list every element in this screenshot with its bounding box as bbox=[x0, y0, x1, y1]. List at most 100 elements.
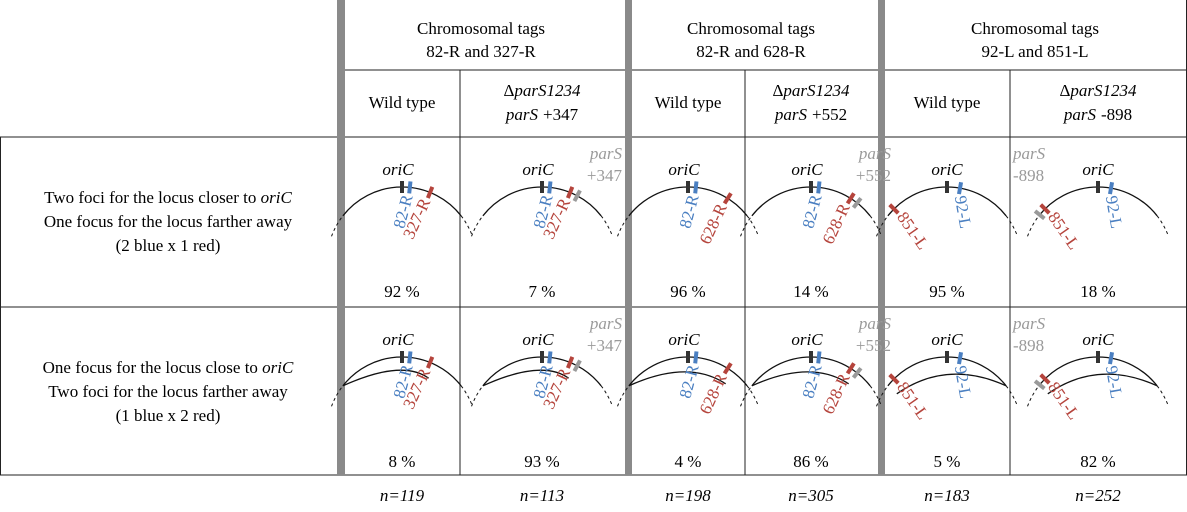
text-run: 628-R bbox=[695, 200, 730, 247]
red-locus-mark bbox=[425, 356, 435, 369]
chromosome-diagram bbox=[1027, 181, 1169, 237]
condition-label: ΔparS1234 bbox=[503, 81, 581, 100]
pars-position-label: +552 bbox=[856, 166, 891, 185]
origin-label: oriC bbox=[522, 330, 554, 349]
pars-mark bbox=[851, 366, 863, 379]
pars-label: parS bbox=[589, 144, 623, 163]
pars-label: parS bbox=[858, 144, 892, 163]
percentage: 8 % bbox=[389, 452, 416, 471]
percentage: 92 % bbox=[384, 282, 419, 301]
blue-locus-label: 82-R bbox=[675, 192, 702, 230]
text-run: n=252 bbox=[1075, 486, 1121, 505]
origin-label: oriC bbox=[382, 330, 414, 349]
text-run: +347 bbox=[587, 166, 623, 185]
origin-label: oriC bbox=[1082, 160, 1114, 179]
red-locus-mark bbox=[888, 203, 900, 215]
red-locus-mark bbox=[565, 186, 575, 199]
pars-position-label: +552 bbox=[856, 336, 891, 355]
chromosome-diagram bbox=[617, 181, 759, 237]
blue-locus-mark bbox=[1108, 351, 1115, 365]
text-run: 92 % bbox=[384, 282, 419, 301]
chromosome-diagram bbox=[617, 351, 759, 407]
sample-size: n=198 bbox=[665, 486, 711, 505]
text-run: oriC bbox=[382, 160, 414, 179]
sample-size: n=252 bbox=[1075, 486, 1121, 505]
blue-locus-label: 92-L bbox=[1102, 364, 1126, 400]
text-run: Chromosomal tags bbox=[971, 19, 1099, 38]
text-run: 95 % bbox=[929, 282, 964, 301]
percentage: 95 % bbox=[929, 282, 964, 301]
text-run: 5 % bbox=[934, 452, 961, 471]
text-run: parS bbox=[1063, 105, 1097, 124]
origin-label: oriC bbox=[931, 160, 963, 179]
red-locus-mark bbox=[425, 186, 435, 199]
blue-locus-mark bbox=[407, 351, 413, 364]
text-run: oriC bbox=[668, 330, 700, 349]
blue-locus-mark bbox=[816, 351, 822, 364]
red-locus-mark bbox=[722, 192, 733, 205]
chromosome-arc-dashed bbox=[740, 385, 882, 407]
origin-label: oriC bbox=[668, 330, 700, 349]
text-run: Wild type bbox=[369, 93, 436, 112]
red-locus-label: 851-L bbox=[893, 378, 932, 423]
text-run: (1 blue x 2 red) bbox=[116, 406, 221, 425]
condition-label: ΔparS1234 bbox=[772, 81, 850, 100]
red-locus-label: 628-R bbox=[695, 200, 730, 247]
group-separator bbox=[878, 0, 885, 475]
text-run: 8 % bbox=[389, 452, 416, 471]
text-run: oriC bbox=[382, 330, 414, 349]
text-run: -898 bbox=[1013, 166, 1044, 185]
text-run: parS bbox=[589, 144, 623, 163]
text-run: +552 bbox=[856, 336, 891, 355]
red-locus-mark bbox=[1039, 373, 1051, 385]
text-run: 92-L bbox=[1102, 364, 1126, 400]
text-run: Wild type bbox=[914, 93, 981, 112]
red-locus-mark bbox=[845, 192, 856, 205]
red-locus-label: 628-R bbox=[695, 370, 730, 417]
blue-locus-mark bbox=[957, 181, 964, 195]
chromosome-arc-dashed bbox=[740, 215, 882, 237]
text-run: -898 bbox=[1013, 336, 1044, 355]
text-run: 82-R bbox=[798, 192, 825, 230]
row-label: Two foci for the locus farther away bbox=[48, 382, 288, 401]
text-run: Chromosomal tags bbox=[687, 19, 815, 38]
text-run: 96 % bbox=[670, 282, 705, 301]
pars-mark bbox=[1033, 379, 1046, 391]
condition-label: parS -898 bbox=[1063, 105, 1132, 124]
origin-label: oriC bbox=[522, 160, 554, 179]
text-run: 82-R bbox=[798, 362, 825, 400]
blue-locus-mark bbox=[693, 351, 699, 364]
text-run: n=198 bbox=[665, 486, 711, 505]
sample-size: n=113 bbox=[520, 486, 564, 505]
condition-label: Wild type bbox=[369, 93, 436, 112]
percentage: 86 % bbox=[793, 452, 828, 471]
chromosome-arc-dashed bbox=[471, 215, 613, 237]
red-locus-label: 628-R bbox=[818, 370, 853, 417]
chromosome-arc-dashed bbox=[876, 215, 1018, 237]
text-run: 93 % bbox=[524, 452, 559, 471]
blue-locus-mark bbox=[957, 351, 964, 365]
chromosome-arc-dashed bbox=[617, 215, 759, 237]
percentage: 96 % bbox=[670, 282, 705, 301]
group-title: 92-L and 851-L bbox=[981, 42, 1088, 61]
origin-label: oriC bbox=[791, 330, 823, 349]
chromosome-arc-dashed bbox=[331, 385, 473, 407]
text-run: 82-R and 327-R bbox=[426, 42, 536, 61]
text-run: 628-R bbox=[818, 370, 853, 417]
chromosome-arc-dashed bbox=[471, 385, 613, 407]
text-run: Chromosomal tags bbox=[417, 19, 545, 38]
sample-size: n=305 bbox=[788, 486, 833, 505]
chromosome-diagram bbox=[331, 181, 473, 237]
pars-label: parS bbox=[1012, 144, 1046, 163]
replicated-strand bbox=[751, 371, 849, 387]
text-run: Wild type bbox=[655, 93, 722, 112]
percentage: 4 % bbox=[675, 452, 702, 471]
text-run: One focus for the locus close to bbox=[43, 358, 263, 377]
text-run: 82-R and 628-R bbox=[696, 42, 806, 61]
text-run: +552 bbox=[856, 166, 891, 185]
chromosome-diagram bbox=[471, 351, 613, 407]
chromosome-diagram bbox=[740, 181, 882, 237]
red-locus-label: 851-L bbox=[1044, 378, 1083, 423]
text-run: 7 % bbox=[529, 282, 556, 301]
text-run: 18 % bbox=[1080, 282, 1115, 301]
